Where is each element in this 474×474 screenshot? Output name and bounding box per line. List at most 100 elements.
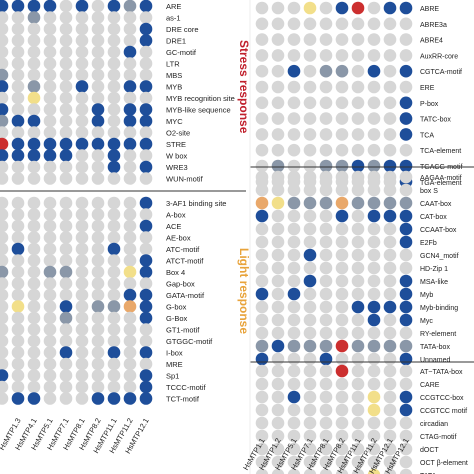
right-middle-dot-9-9 <box>399 287 413 301</box>
right-top-dot-9-7 <box>367 143 381 157</box>
left-stress-dot-14-7 <box>107 160 121 174</box>
left-stress-dot-6-5 <box>75 68 89 82</box>
left-stress-dot-0-9 <box>139 0 153 13</box>
left-stress-dot-2-1 <box>11 22 25 36</box>
left-stress-dot-5-5 <box>75 57 89 70</box>
left-light-motif-label: Sp1 <box>166 372 179 381</box>
left-light-dot-9-3 <box>43 300 57 313</box>
left-stress-motif-label: MYB recognition site <box>166 94 235 103</box>
right-middle-dot-8-4 <box>319 274 333 288</box>
left-light-dot-9-1 <box>11 300 25 313</box>
left-stress-dot-1-4 <box>59 11 73 24</box>
left-stress-dot-15-8 <box>123 172 137 185</box>
left-light-motif-label: G-Box <box>166 314 188 323</box>
left-stress-dot-3-5 <box>75 34 89 47</box>
right-bottom-dot-7-9 <box>399 455 413 469</box>
right-bottom-dot-1-4 <box>319 377 333 391</box>
right-top-motif-label: P-box <box>420 101 439 108</box>
left-stress-dot-13-8 <box>123 149 137 162</box>
right-top-dot-8-9 <box>399 128 413 141</box>
right-top-dot-1-6 <box>351 17 365 31</box>
left-light-dot-11-4 <box>59 323 73 336</box>
left-stress-dot-3-7 <box>107 34 121 47</box>
right-middle-dot-4-9 <box>399 222 413 236</box>
left-light-dot-12-0 <box>0 334 9 348</box>
right-middle-dot-1-9 <box>399 183 413 197</box>
left-stress-dot-7-8 <box>123 80 137 93</box>
left-stress-dot-3-9 <box>139 34 153 47</box>
right-middle-dot-4-4 <box>319 222 333 236</box>
left-stress-dot-14-6 <box>91 160 105 174</box>
left-stress-dot-6-6 <box>91 68 105 82</box>
right-middle-dot-2-5 <box>335 196 349 210</box>
right-bottom-dot-0-5 <box>335 364 349 378</box>
left-stress-motif-label: WUN-motif <box>166 175 204 184</box>
left-light-dot-11-8 <box>123 323 137 336</box>
left-light-dot-16-9 <box>139 380 153 394</box>
right-bottom-dot-1-5 <box>335 377 349 391</box>
left-stress-dot-11-3 <box>43 126 57 139</box>
left-stress-motif-label: LTR <box>166 60 180 69</box>
left-light-dot-6-7 <box>107 265 121 279</box>
left-light-dot-12-8 <box>123 334 137 348</box>
left-stress-dot-1-3 <box>43 11 57 24</box>
right-top-dot-9-4 <box>319 143 333 157</box>
right-bottom-dot-7-3 <box>303 455 317 469</box>
right-middle-motif-label: GCN4_motif <box>420 253 459 260</box>
right-middle-dot-10-8 <box>383 300 397 314</box>
right-middle-dot-13-5 <box>335 339 349 353</box>
right-top-dot-4-5 <box>335 64 349 78</box>
right-middle-dot-14-9 <box>399 352 413 366</box>
right-top-dot-5-5 <box>335 80 349 94</box>
right-top-dot-1-2 <box>287 17 301 31</box>
right-middle-dot-11-8 <box>383 313 397 327</box>
right-middle-dot-11-0 <box>255 313 269 327</box>
right-top-dot-4-1 <box>271 64 285 78</box>
right-middle-dot-0-4 <box>319 170 333 184</box>
right-bottom-dot-3-9 <box>399 403 413 417</box>
left-stress-dot-11-6 <box>91 126 105 139</box>
right-bottom-dot-1-7 <box>367 377 381 391</box>
right-middle-dot-9-3 <box>303 287 317 301</box>
right-bottom-dot-4-8 <box>383 416 397 430</box>
right-middle-dot-3-2 <box>287 209 301 223</box>
left-stress-dot-15-4 <box>59 172 73 185</box>
left-stress-dot-2-3 <box>43 22 57 36</box>
right-bottom-dot-8-0 <box>255 468 269 474</box>
left-light-dot-7-8 <box>123 277 137 290</box>
right-middle-dot-2-6 <box>351 196 365 210</box>
left-stress-dot-4-1 <box>11 45 25 59</box>
right-middle-motif-label: CAAT-box <box>420 201 452 208</box>
left-light-dot-2-3 <box>43 219 57 233</box>
right-middle-dot-3-3 <box>303 209 317 223</box>
left-light-motif-label: 3-AF1 binding site <box>166 199 226 208</box>
right-top-dot-9-0 <box>255 143 269 157</box>
left-stress-motif-label: MYB-like sequence <box>166 106 231 115</box>
left-light-dot-1-5 <box>75 208 89 221</box>
right-bottom-dot-4-1 <box>271 416 285 430</box>
left-light-dot-7-4 <box>59 277 73 290</box>
right-top-dot-8-2 <box>287 128 301 141</box>
left-light-dot-10-6 <box>91 311 105 325</box>
right-top-motif-label: CGTCA-motif <box>420 69 462 76</box>
right-middle-dot-2-9 <box>399 196 413 210</box>
right-bottom-dot-5-7 <box>367 429 381 443</box>
left-stress-dot-4-9 <box>139 45 153 59</box>
left-light-dot-14-8 <box>123 357 137 371</box>
right-middle-dot-3-8 <box>383 209 397 223</box>
right-middle-dot-4-7 <box>367 222 381 236</box>
left-light-dot-2-1 <box>11 219 25 233</box>
right-middle-dot-1-1 <box>271 183 285 197</box>
right-top-dot-6-6 <box>351 96 365 110</box>
right-middle-dot-11-2 <box>287 313 301 327</box>
right-top-dot-3-4 <box>319 49 333 62</box>
left-stress-dot-1-5 <box>75 11 89 24</box>
left-light-dot-5-8 <box>123 254 137 267</box>
left-light-dot-0-6 <box>91 196 105 210</box>
right-top-dot-2-5 <box>335 33 349 46</box>
left-stress-dot-10-3 <box>43 114 57 128</box>
left-light-motif-label: G-box <box>166 303 187 312</box>
right-middle-dot-12-2 <box>287 326 301 340</box>
left-light-dot-10-0 <box>0 311 9 325</box>
right-top-dot-7-0 <box>255 112 269 125</box>
